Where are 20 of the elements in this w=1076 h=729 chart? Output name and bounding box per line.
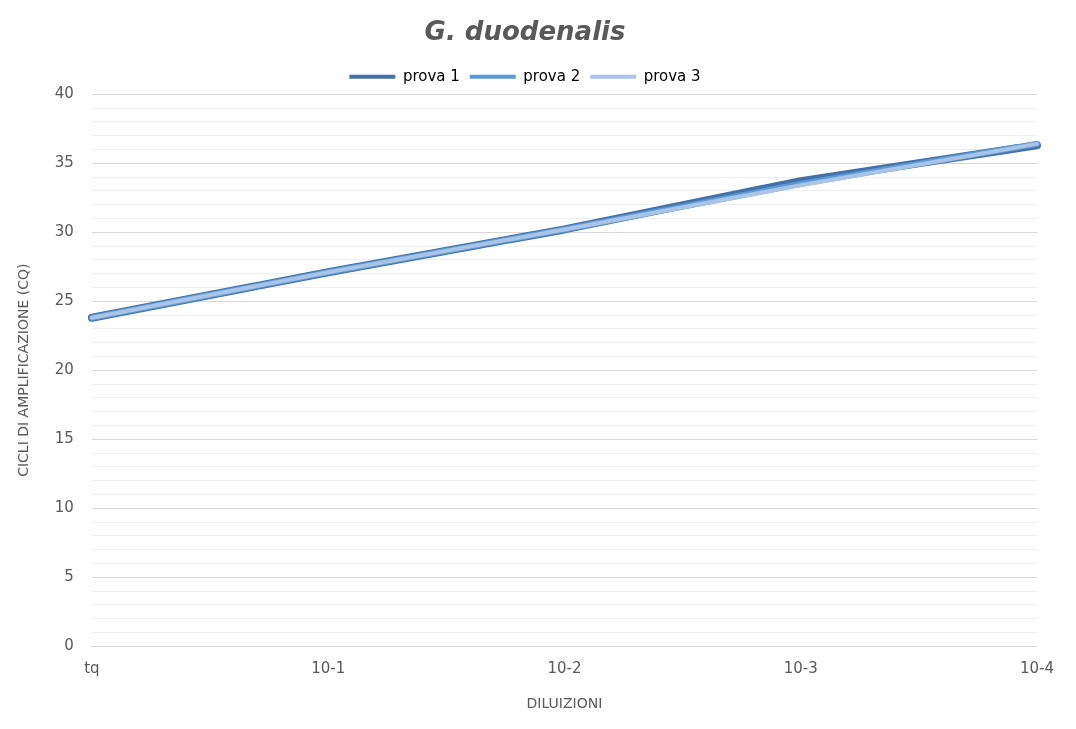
x-tick-label: 10-4 [1019, 659, 1054, 678]
legend-label: prova 3 [643, 66, 701, 85]
x-tick-label: 10-1 [311, 659, 346, 678]
legend-label: prova 2 [523, 66, 581, 85]
legend-label: prova 1 [402, 66, 460, 85]
y-tick-label: 10 [54, 498, 74, 517]
y-tick-label: 0 [64, 636, 74, 655]
y-tick-label: 25 [54, 291, 74, 310]
y-tick-label: 5 [64, 567, 74, 586]
chart-title: G. duodenalis [424, 16, 626, 47]
x-axis-title: DILUIZIONI [526, 695, 603, 712]
y-tick-label: 15 [54, 429, 74, 448]
y-tick-label: 35 [54, 153, 74, 172]
y-tick-label: 30 [54, 222, 74, 241]
x-tick-label: 10-2 [547, 659, 582, 678]
y-tick-label: 40 [54, 84, 74, 103]
x-tick-label: 10-3 [783, 659, 818, 678]
x-tick-label: tq [84, 659, 100, 678]
y-tick-label: 20 [54, 360, 74, 379]
y-axis-title: CICLI DI AMPLIFICAZIONE (CQ) [15, 263, 32, 477]
